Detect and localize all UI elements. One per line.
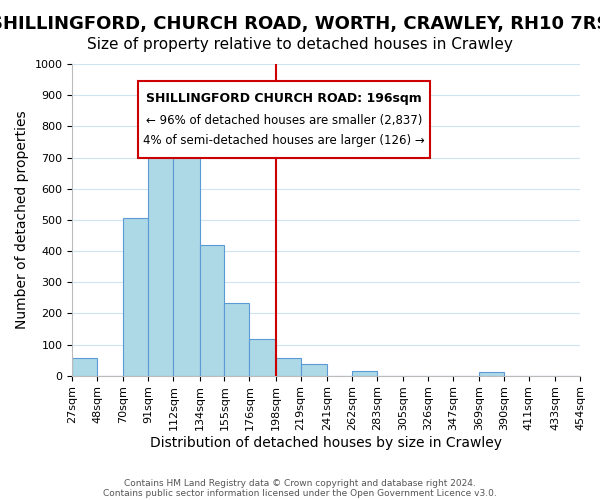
- Text: Size of property relative to detached houses in Crawley: Size of property relative to detached ho…: [87, 38, 513, 52]
- Y-axis label: Number of detached properties: Number of detached properties: [15, 110, 29, 329]
- FancyBboxPatch shape: [138, 81, 430, 158]
- Bar: [148, 120, 173, 376]
- Bar: [200, 245, 224, 376]
- Bar: [124, 218, 148, 376]
- Bar: [224, 304, 250, 376]
- Bar: [250, 339, 275, 376]
- X-axis label: Distribution of detached houses by size in Crawley: Distribution of detached houses by size …: [150, 436, 502, 450]
- Bar: [479, 372, 504, 376]
- Text: SHILLINGFORD, CHURCH ROAD, WORTH, CRAWLEY, RH10 7RS: SHILLINGFORD, CHURCH ROAD, WORTH, CRAWLE…: [0, 15, 600, 33]
- Text: ← 96% of detached houses are smaller (2,837): ← 96% of detached houses are smaller (2,…: [146, 114, 422, 127]
- Text: SHILLINGFORD CHURCH ROAD: 196sqm: SHILLINGFORD CHURCH ROAD: 196sqm: [146, 92, 422, 105]
- Text: Contains public sector information licensed under the Open Government Licence v3: Contains public sector information licen…: [103, 488, 497, 498]
- Bar: [352, 371, 377, 376]
- Text: Contains HM Land Registry data © Crown copyright and database right 2024.: Contains HM Land Registry data © Crown c…: [124, 478, 476, 488]
- Bar: [173, 154, 200, 376]
- Text: 4% of semi-detached houses are larger (126) →: 4% of semi-detached houses are larger (1…: [143, 134, 425, 147]
- Bar: [72, 358, 97, 376]
- Bar: [275, 358, 301, 376]
- Bar: [301, 364, 327, 376]
